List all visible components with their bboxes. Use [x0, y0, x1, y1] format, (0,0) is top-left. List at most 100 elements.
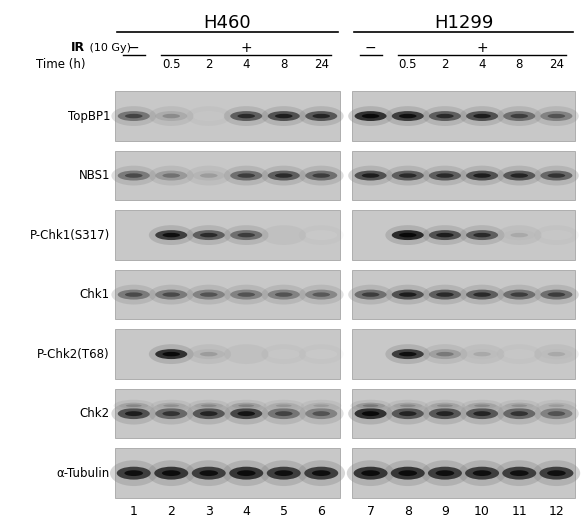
Ellipse shape	[385, 166, 430, 185]
Ellipse shape	[299, 285, 343, 305]
Ellipse shape	[534, 403, 579, 425]
Bar	[115, 270, 340, 319]
Text: 4: 4	[242, 506, 250, 518]
Ellipse shape	[186, 106, 231, 126]
Ellipse shape	[460, 225, 505, 245]
Ellipse shape	[512, 404, 527, 407]
Ellipse shape	[462, 400, 502, 412]
Ellipse shape	[392, 171, 424, 181]
Ellipse shape	[422, 344, 467, 364]
Text: 0.5: 0.5	[162, 58, 180, 71]
Text: NBS1: NBS1	[78, 169, 110, 182]
Ellipse shape	[112, 166, 156, 185]
Ellipse shape	[223, 460, 270, 486]
Ellipse shape	[429, 349, 461, 359]
Text: 24: 24	[549, 58, 564, 71]
Ellipse shape	[503, 408, 536, 419]
Ellipse shape	[237, 470, 256, 476]
Ellipse shape	[119, 403, 148, 408]
Ellipse shape	[193, 171, 225, 181]
Ellipse shape	[460, 106, 505, 126]
Ellipse shape	[399, 114, 416, 118]
Ellipse shape	[275, 292, 293, 297]
Text: 12: 12	[548, 506, 564, 518]
Ellipse shape	[361, 173, 380, 178]
Ellipse shape	[238, 233, 255, 237]
Ellipse shape	[540, 171, 572, 181]
Ellipse shape	[112, 285, 156, 305]
Text: −: −	[128, 40, 140, 54]
Ellipse shape	[422, 285, 467, 305]
Ellipse shape	[267, 290, 300, 299]
Ellipse shape	[124, 470, 143, 476]
Ellipse shape	[495, 460, 543, 486]
Ellipse shape	[384, 460, 432, 486]
Text: 4: 4	[478, 58, 486, 71]
Ellipse shape	[299, 106, 343, 126]
Ellipse shape	[361, 114, 380, 118]
Text: (10 Gy): (10 Gy)	[86, 43, 131, 52]
Ellipse shape	[466, 408, 498, 419]
Ellipse shape	[458, 460, 506, 486]
Ellipse shape	[398, 470, 417, 476]
Text: 2: 2	[205, 58, 213, 71]
Ellipse shape	[185, 460, 232, 486]
Ellipse shape	[356, 403, 385, 408]
Ellipse shape	[267, 171, 300, 181]
Ellipse shape	[267, 111, 300, 121]
Ellipse shape	[548, 173, 565, 178]
Ellipse shape	[473, 411, 491, 416]
Bar	[352, 151, 575, 200]
Ellipse shape	[428, 467, 462, 480]
Text: 11: 11	[512, 506, 527, 518]
Ellipse shape	[348, 106, 393, 126]
Ellipse shape	[502, 467, 536, 480]
Bar	[115, 389, 340, 439]
Ellipse shape	[162, 114, 180, 118]
Ellipse shape	[473, 352, 491, 357]
Ellipse shape	[238, 404, 254, 407]
Ellipse shape	[147, 460, 195, 486]
Ellipse shape	[114, 400, 154, 412]
Ellipse shape	[299, 403, 343, 425]
Ellipse shape	[540, 290, 572, 299]
Ellipse shape	[399, 233, 416, 237]
Ellipse shape	[230, 230, 262, 240]
Ellipse shape	[354, 171, 387, 181]
Ellipse shape	[348, 403, 393, 425]
Ellipse shape	[353, 467, 388, 480]
Ellipse shape	[436, 411, 454, 416]
Ellipse shape	[193, 230, 225, 240]
Ellipse shape	[200, 233, 218, 237]
Text: 8: 8	[280, 58, 287, 71]
Ellipse shape	[304, 467, 338, 480]
Text: H460: H460	[204, 14, 251, 32]
Ellipse shape	[548, 114, 565, 118]
Bar	[115, 448, 340, 498]
Ellipse shape	[436, 233, 454, 237]
Ellipse shape	[429, 408, 461, 419]
Text: IR: IR	[71, 41, 85, 54]
Bar	[352, 448, 575, 498]
Ellipse shape	[193, 408, 225, 419]
Ellipse shape	[466, 171, 498, 181]
Ellipse shape	[125, 292, 142, 297]
Ellipse shape	[354, 290, 387, 299]
Ellipse shape	[149, 344, 194, 364]
Ellipse shape	[118, 290, 150, 299]
Ellipse shape	[460, 403, 505, 425]
Text: Chk1: Chk1	[80, 288, 110, 301]
Ellipse shape	[497, 225, 541, 245]
Bar	[115, 330, 340, 379]
Ellipse shape	[510, 114, 528, 118]
Ellipse shape	[422, 403, 467, 425]
Ellipse shape	[363, 404, 378, 407]
Ellipse shape	[465, 467, 499, 480]
Ellipse shape	[399, 292, 416, 297]
Ellipse shape	[230, 349, 262, 359]
Ellipse shape	[392, 290, 424, 299]
Ellipse shape	[422, 225, 467, 245]
Ellipse shape	[314, 404, 329, 407]
Ellipse shape	[425, 400, 465, 412]
Ellipse shape	[305, 349, 337, 359]
